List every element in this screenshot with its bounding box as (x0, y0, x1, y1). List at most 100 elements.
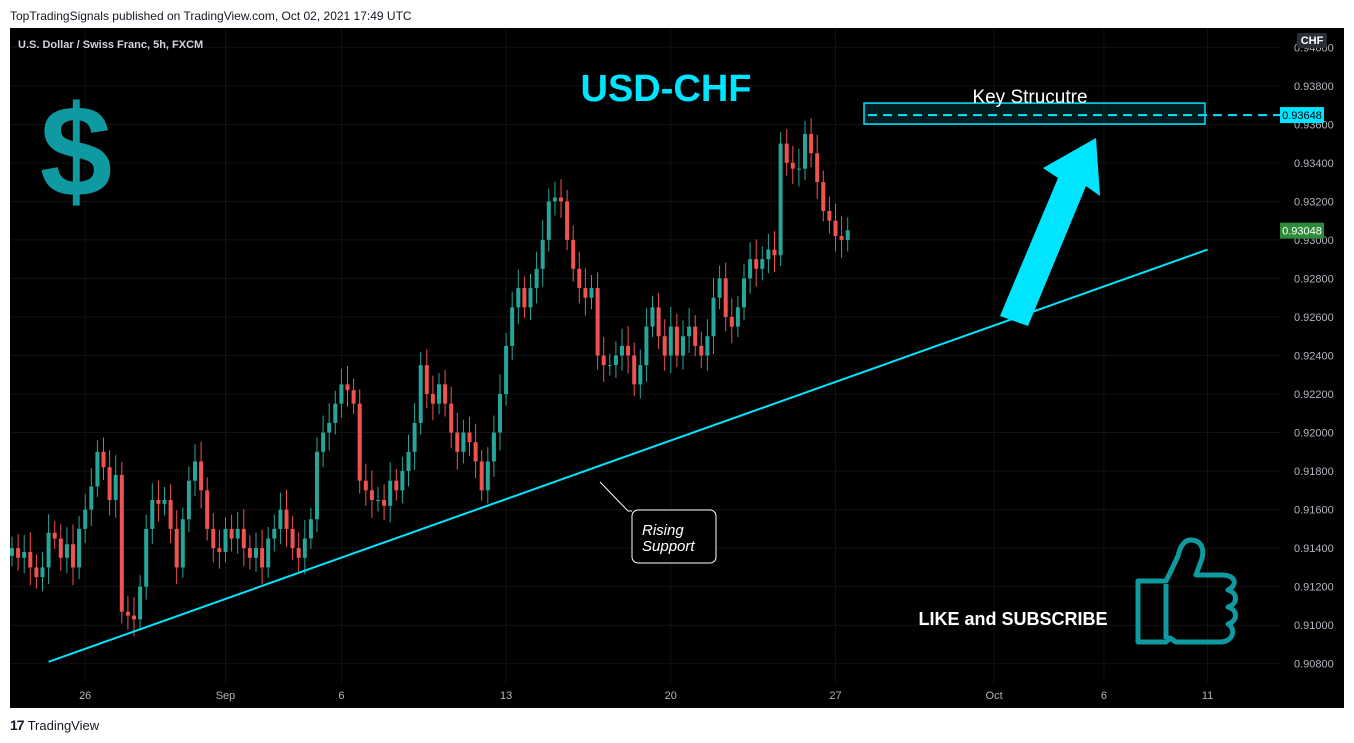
candle-body (52, 532, 57, 539)
candle-body (308, 519, 313, 539)
price-tick-label: 0.93800 (1294, 81, 1334, 93)
candle-body (430, 394, 435, 404)
candle-body (168, 499, 173, 529)
rising-support-callout: Rising Support (599, 481, 717, 564)
published-by: TopTradingSignals published on TradingVi… (10, 9, 412, 23)
candle-body (705, 336, 710, 356)
candle-body (522, 288, 527, 308)
candle-body (241, 528, 246, 549)
candle-body (211, 528, 216, 549)
price-label-bg (1280, 222, 1324, 239)
candle-body (107, 467, 112, 500)
time-tick-label: 26 (79, 690, 91, 702)
candle-body (437, 384, 441, 404)
tradingview-brand: TradingView (27, 717, 100, 733)
candle-body (101, 451, 106, 468)
candle-body (803, 133, 807, 169)
price-tick-label: 0.91600 (1294, 505, 1334, 517)
candle-body (516, 288, 521, 308)
candle-body (424, 365, 429, 395)
price-tick-label: 0.92000 (1294, 428, 1334, 440)
chart-canvas[interactable]: 0.940000.938000.936000.934000.932000.930… (10, 28, 1344, 708)
candle-body (650, 307, 655, 327)
candle-body (321, 432, 326, 452)
price-tick-label: 0.91400 (1294, 543, 1334, 555)
candle-body (113, 474, 118, 500)
candle-body (254, 548, 258, 558)
candle-body (382, 499, 387, 506)
price-label: 0.93648 (1282, 110, 1322, 122)
rising-support-label-2: Support (642, 538, 695, 555)
candle-body (461, 432, 466, 452)
candle-body (455, 432, 460, 452)
candle-body (638, 365, 643, 385)
candle-body (16, 548, 21, 558)
time-axis[interactable]: 26 Sep 6 13 20 27 Oct 6 11 (79, 690, 1213, 702)
candle-body (406, 451, 411, 472)
candle-body (351, 390, 356, 404)
candle-body (534, 268, 539, 289)
pair-title: USD-CHF (581, 68, 752, 110)
candle-body (284, 509, 289, 529)
candle-body (742, 278, 746, 308)
time-tick-label: Oct (986, 690, 1003, 702)
candle-body (613, 355, 618, 366)
symbol-title: U.S. Dollar / Swiss Franc, 5h, FXCM (18, 39, 203, 51)
candle-body (809, 133, 814, 154)
candle-body (28, 552, 33, 568)
candle-body (552, 197, 557, 202)
candle-body (235, 528, 240, 539)
candle-body (729, 316, 734, 327)
price-tick-label: 0.92200 (1294, 389, 1334, 401)
price-axis[interactable]: 0.940000.938000.936000.934000.932000.930… (1280, 42, 1334, 671)
price-tick-label: 0.92800 (1294, 273, 1334, 285)
price-label: 0.93048 (1282, 226, 1322, 238)
candle-body (247, 548, 252, 558)
time-tick-label: 6 (1101, 690, 1107, 702)
currency-badge[interactable]: CHF (1301, 35, 1324, 47)
candle-body (559, 197, 563, 202)
candle-body (443, 384, 448, 404)
candle-body (64, 544, 69, 558)
candle-body (827, 211, 832, 221)
candle-body (766, 249, 771, 260)
candle-body (796, 168, 801, 170)
time-tick-label: Sep (216, 690, 236, 702)
candle-body (668, 326, 673, 356)
candle-body (150, 499, 155, 529)
candle-body (223, 528, 228, 552)
chart-frame[interactable]: 0.94000 0.93800 0.93600 0.93400 0.93200 0.930… (10, 28, 1344, 708)
price-tick-label: 0.91200 (1294, 582, 1334, 594)
candle-body (193, 461, 197, 481)
candle-body (394, 480, 399, 491)
price-tick-label: 0.92600 (1294, 312, 1334, 324)
candle-body (144, 528, 149, 587)
candle-body (510, 307, 515, 346)
candle-body (485, 461, 490, 491)
candle-body (723, 278, 728, 317)
candle-body (449, 403, 454, 433)
candle-body (571, 239, 576, 269)
candle-body (95, 451, 100, 487)
tradingview-logo[interactable]: 17 TradingView (10, 717, 99, 733)
price-tick-label: 0.91800 (1294, 466, 1334, 478)
candle-body (77, 528, 82, 568)
arrow-icon (1000, 138, 1100, 326)
time-tick-label: 11 (1202, 690, 1213, 702)
candle-body (369, 490, 374, 500)
candle-body (418, 365, 423, 423)
tradingview-mark-icon: 17 (10, 717, 25, 733)
candle-body (528, 288, 533, 308)
candle-body (186, 480, 191, 520)
candle-body (772, 249, 777, 256)
rising-support-label-1: Rising (642, 522, 684, 539)
candle-body (199, 461, 204, 491)
candle-body (400, 471, 405, 491)
candle-body (125, 611, 130, 616)
time-tick-label: 20 (665, 690, 677, 702)
candle-body (10, 548, 14, 556)
candle-body (180, 519, 185, 568)
candle-body (717, 278, 722, 298)
candle-body (119, 474, 124, 612)
candle-body (778, 143, 783, 256)
